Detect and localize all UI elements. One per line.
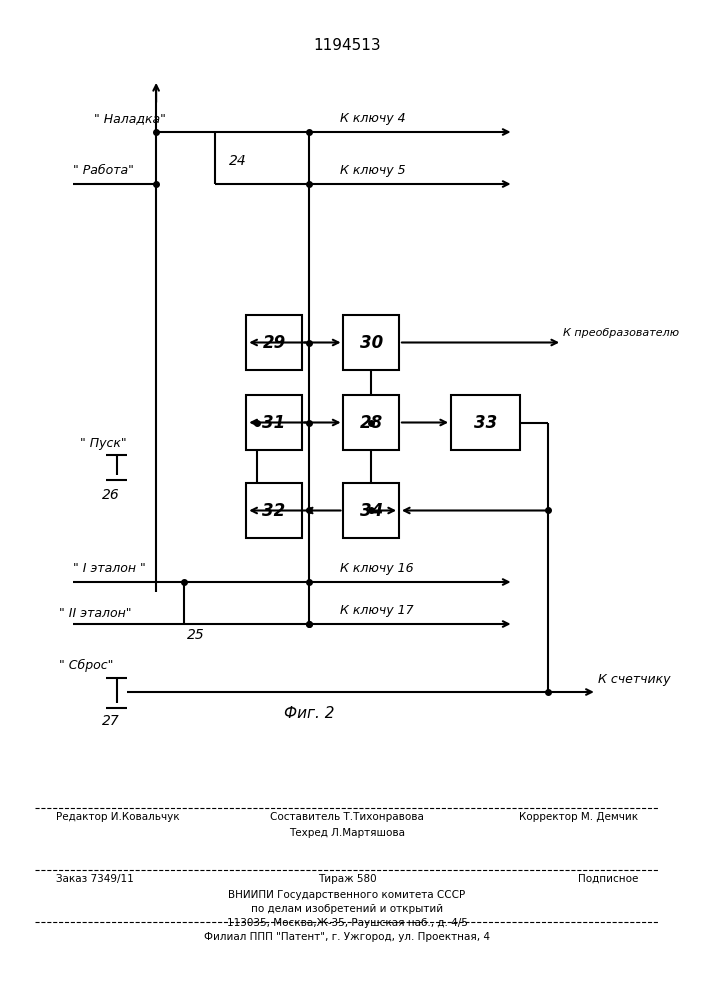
FancyBboxPatch shape [344,395,399,450]
Text: Тираж 580: Тираж 580 [317,874,376,884]
Text: 29: 29 [262,334,286,352]
Text: " Работа": " Работа" [73,164,134,177]
Text: К счетчику: К счетчику [598,673,671,686]
Text: 25: 25 [187,628,205,642]
Text: 30: 30 [360,334,383,352]
Text: К ключу 5: К ключу 5 [340,164,406,177]
Text: " Сброс": " Сброс" [59,659,113,672]
Text: Техред Л.Мартяшова: Техред Л.Мартяшова [289,828,405,838]
FancyBboxPatch shape [246,483,302,538]
Text: Редактор И.Ковальчук: Редактор И.Ковальчук [56,812,179,822]
Text: 28: 28 [360,414,383,432]
FancyBboxPatch shape [451,395,520,450]
Text: Корректор М. Демчик: Корректор М. Демчик [519,812,638,822]
FancyBboxPatch shape [246,315,302,370]
Text: К ключу 16: К ключу 16 [340,562,414,575]
Text: 1194513: 1194513 [313,37,381,52]
Text: Подписное: Подписное [578,874,638,884]
Text: К ключу 17: К ключу 17 [340,604,414,617]
Text: ВНИИПИ Государственного комитета СССР: ВНИИПИ Государственного комитета СССР [228,890,466,900]
Text: 27: 27 [102,714,120,728]
Text: Филиал ППП "Патент", г. Ужгород, ул. Проектная, 4: Филиал ППП "Патент", г. Ужгород, ул. Про… [204,932,490,942]
Text: " II эталон": " II эталон" [59,607,132,620]
Text: 113035, Москва,Ж-35, Раушская наб., д. 4/5: 113035, Москва,Ж-35, Раушская наб., д. 4… [226,918,467,928]
FancyBboxPatch shape [344,315,399,370]
Text: Фиг. 2: Фиг. 2 [284,706,335,722]
Text: по делам изобретений и открытий: по делам изобретений и открытий [251,904,443,914]
FancyBboxPatch shape [344,483,399,538]
Text: 32: 32 [262,501,286,519]
Text: 26: 26 [102,488,120,502]
Text: К преобразователю: К преобразователю [563,328,679,338]
Text: 31: 31 [262,414,286,432]
Text: 24: 24 [229,154,247,168]
Text: 34: 34 [360,501,383,519]
Text: Заказ 7349/11: Заказ 7349/11 [56,874,133,884]
Text: " I эталон ": " I эталон " [73,562,146,575]
Text: " Наладка": " Наладка" [93,112,165,125]
Text: Составитель Т.Тихонравова: Составитель Т.Тихонравова [270,812,424,822]
Text: 33: 33 [474,414,497,432]
Text: К ключу 4: К ключу 4 [340,112,406,125]
Text: " Пуск": " Пуск" [80,437,127,450]
FancyBboxPatch shape [246,395,302,450]
